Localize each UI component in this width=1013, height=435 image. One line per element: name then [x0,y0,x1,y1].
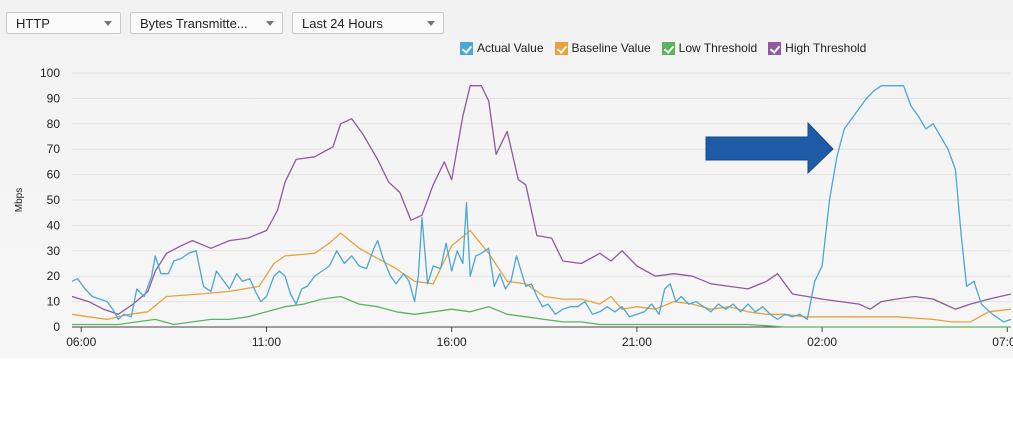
y-tick-label: 30 [47,244,61,258]
y-tick-label: 40 [47,218,61,232]
y-tick-label: 10 [47,295,61,309]
chart-panel [0,0,1013,358]
x-tick-label: 06:00 [66,335,96,349]
x-tick-label: 02:00 [807,335,837,349]
legend-label: High Threshold [785,41,867,55]
chevron-down-icon [104,21,112,26]
y-axis-title: Mbps [14,188,25,212]
legend-label: Actual Value [477,41,544,55]
y-tick-label: 0 [53,320,60,334]
y-tick-label: 80 [47,117,61,131]
legend-item-low-threshold[interactable]: Low Threshold [661,41,758,55]
series-line-low-threshold [72,295,1011,328]
protocol-dropdown-label: HTTP [16,15,50,31]
protocol-dropdown[interactable]: HTTP [6,12,121,34]
legend-item-baseline[interactable]: Baseline Value [554,41,651,55]
checkbox-icon[interactable] [661,41,675,55]
chevron-down-icon [266,21,274,26]
y-tick-label: 90 [47,91,61,105]
series-line-actual-value [71,85,1012,323]
checkbox-icon[interactable] [554,41,568,55]
y-tick-label: 50 [47,193,61,207]
series-line-high-threshold [71,85,1012,315]
metric-dropdown-label: Bytes Transmitte... [140,15,248,31]
x-tick-label: 21:00 [622,335,652,349]
x-tick-label: 16:00 [437,335,467,349]
checkbox-icon[interactable] [460,41,473,55]
y-tick-label: 100 [40,66,60,80]
y-tick-label: 20 [47,269,61,283]
time-range-dropdown[interactable]: Last 24 Hours [292,12,444,34]
y-tick-label: 70 [47,142,61,156]
chart-legend: Actual Value Baseline Value Low Threshol… [460,40,877,56]
chevron-down-icon [427,21,435,26]
legend-item-high-threshold[interactable]: High Threshold [768,41,866,55]
arrow-right-icon [705,121,834,175]
legend-label: Baseline Value [571,41,651,55]
time-range-dropdown-label: Last 24 Hours [302,15,383,31]
line-chart: 0 10 20 30 40 50 60 70 80 90 100 06:00 11:00 16:00 21:… [14,66,1013,349]
y-tick-label: 60 [47,168,61,182]
metric-dropdown[interactable]: Bytes Transmitte... [130,12,283,34]
legend-item-actual[interactable]: Actual Value [460,41,544,55]
checkbox-icon[interactable] [768,41,782,55]
legend-label: Low Threshold [678,41,758,55]
x-tick-label: 07:00 [992,335,1013,349]
x-tick-label: 11:00 [252,335,281,349]
